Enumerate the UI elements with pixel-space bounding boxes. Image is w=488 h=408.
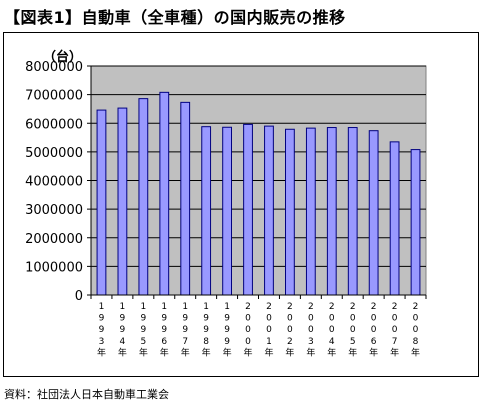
bar-1999年: [222, 126, 232, 296]
x-axis-ticks: 1 9 9 3 年 1 9 9 4 年 1 9 9 5 年 1 9 9 6 年 1 9 9 7 年 1 9 9 8 年 1 9 9 9 年 2 0 0 0 年…: [90, 295, 427, 358]
bar-1996年: [159, 91, 170, 296]
y-tick-label: 6000000: [25, 117, 83, 132]
y-tick-label: 4000000: [25, 175, 83, 190]
y-axis-unit-label: （台）: [43, 50, 83, 65]
y-tick-label: 0: [75, 289, 83, 304]
chart-title: 【図表1】自動車（全車種）の国内販売の推移: [4, 8, 346, 27]
y-axis-ticks: 0 1000000 2000000 3000000 4000000 5000000 6000…: [25, 60, 91, 304]
bar-1995年: [138, 98, 149, 296]
y-tick-label: 3000000: [25, 203, 83, 218]
bar-2003年: [305, 127, 316, 296]
bar-2002年: [285, 128, 295, 296]
bar-1997年: [180, 101, 191, 296]
bar-1998年: [201, 126, 212, 296]
y-tick-label: 2000000: [25, 232, 83, 247]
bar-2001年: [264, 125, 274, 296]
bar-2005年: [347, 127, 358, 296]
bar-2000年: [243, 123, 253, 296]
bar-1994年: [117, 107, 128, 296]
bar-1993年: [96, 109, 107, 296]
y-tick-label: 8000000: [25, 60, 83, 75]
y-tick-label: 5000000: [25, 146, 83, 161]
y-tick-label: 7000000: [25, 89, 83, 104]
bar-2008年: [410, 149, 421, 296]
bar-2006年: [368, 130, 379, 296]
source-note: 資料：社団法人日本自動車工業会: [4, 388, 169, 401]
bar-2007年: [389, 141, 400, 296]
bar-2004年: [326, 127, 337, 296]
y-tick-label: 1000000: [25, 260, 83, 275]
